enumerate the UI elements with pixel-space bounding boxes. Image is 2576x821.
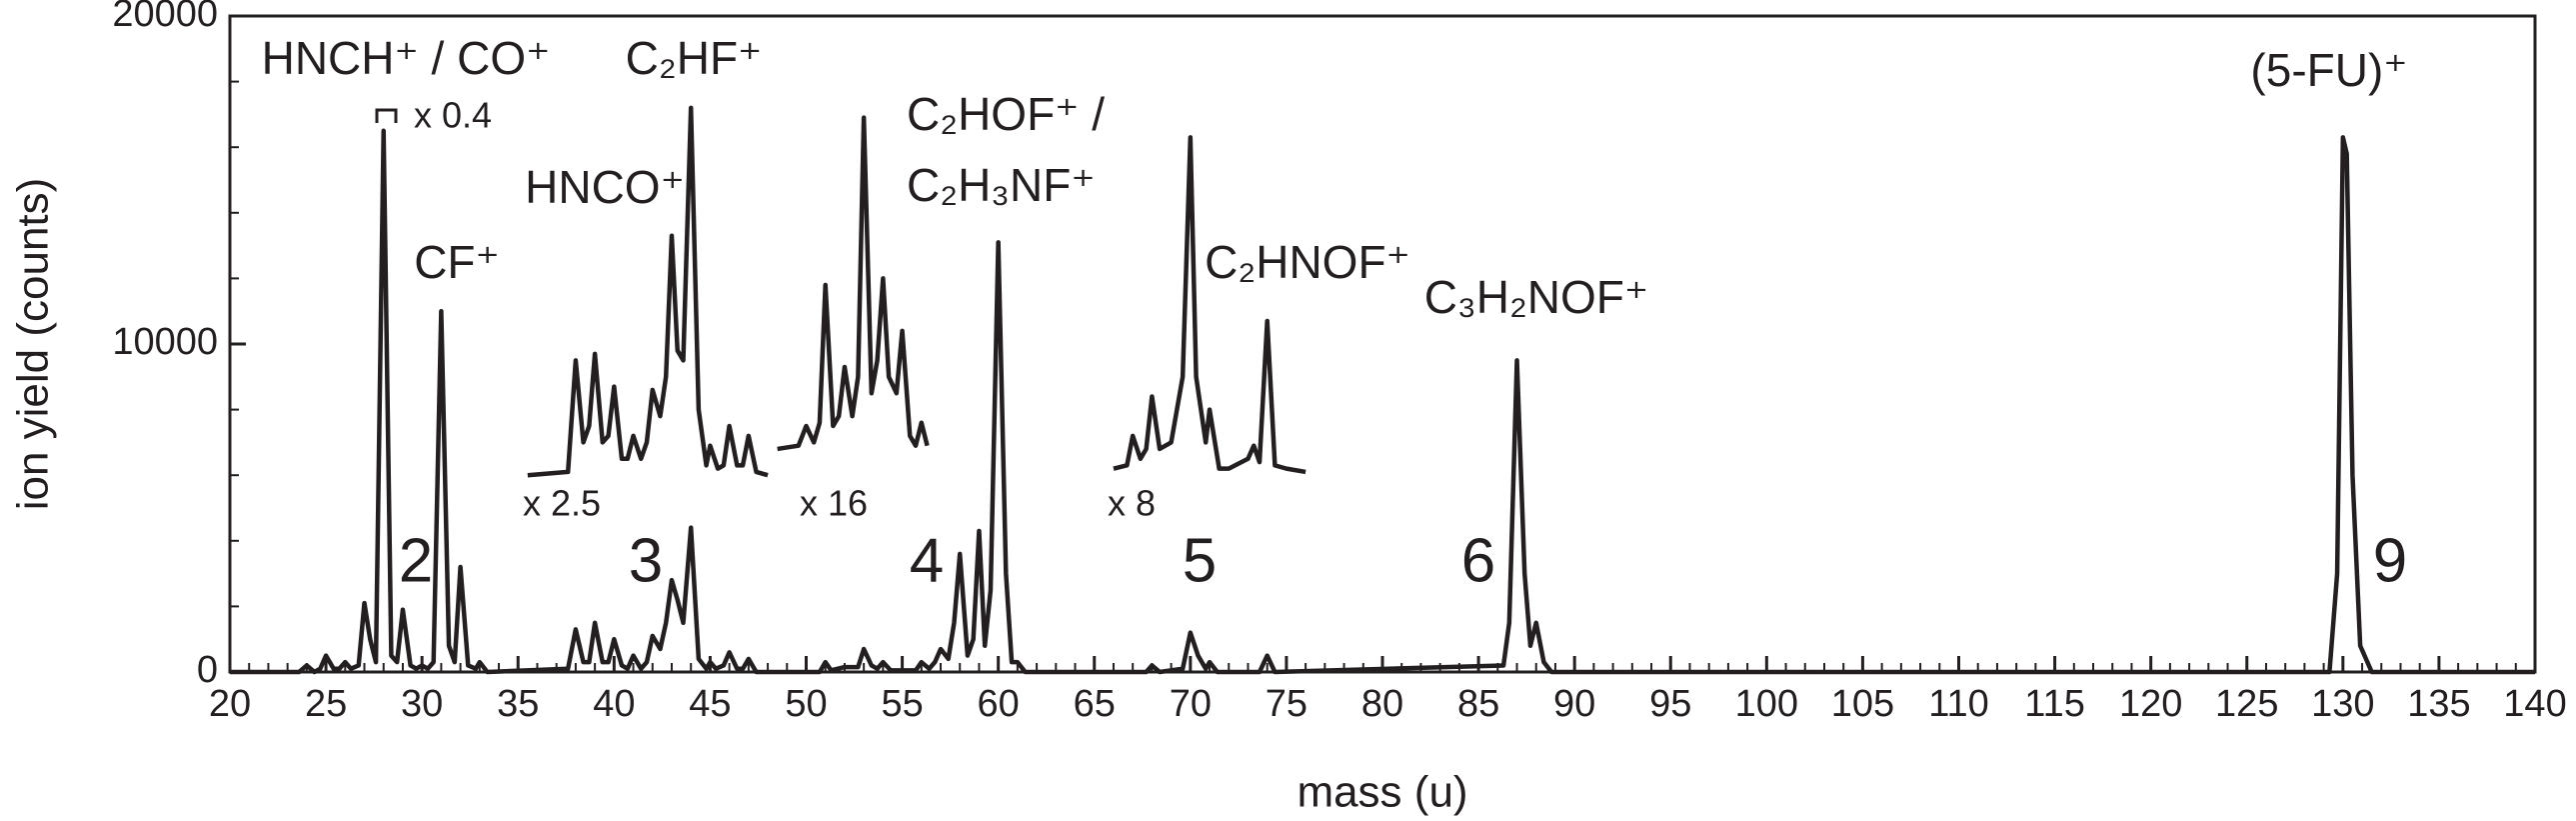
annotation: C₂HF⁺ [626, 32, 763, 84]
x-tick-label: 95 [1649, 683, 1691, 725]
x-tick-label: 140 [2503, 683, 2566, 725]
x-tick-label: 70 [1170, 683, 1212, 725]
annotation: C₂HOF⁺ / [907, 88, 1105, 140]
x-tick-label: 110 [1928, 683, 1989, 725]
y-tick-label: 20000 [112, 0, 218, 35]
x-tick-label: 25 [305, 683, 347, 725]
annotation: x 8 [1108, 483, 1156, 524]
x-tick-label: 65 [1074, 683, 1116, 725]
spectrum-line [777, 115, 930, 452]
x-tick-label: 130 [2311, 683, 2374, 725]
annotation: x 2.5 [523, 483, 601, 524]
x-tick-label: 40 [593, 683, 635, 725]
x-tick-label: 100 [1735, 683, 1798, 725]
x-axis-title: mass (u) [1296, 768, 1467, 817]
spectrum-line [1113, 135, 1306, 475]
spectrum-line [230, 128, 2535, 675]
x-tick-label: 115 [2024, 683, 2085, 725]
x-tick-label: 105 [1831, 683, 1894, 725]
annotation: x 16 [800, 483, 868, 524]
annotation: 9 [2373, 526, 2407, 595]
y-axis-title: ion yield (counts) [9, 178, 58, 511]
x-tick-label: 80 [1361, 683, 1403, 725]
annotation: C₃H₂NOF⁺ [1424, 271, 1648, 323]
annotation: 2 [399, 526, 433, 595]
plot-frame [228, 14, 2537, 674]
annotation: 4 [910, 526, 944, 595]
annotation: x 0.4 [414, 95, 492, 136]
y-tick-label: 0 [197, 649, 218, 691]
annotation: 5 [1183, 526, 1217, 595]
x-tick-label: 120 [2119, 683, 2182, 725]
bracket [375, 108, 398, 123]
x-tick-label: 45 [689, 683, 731, 725]
x-tick-label: 75 [1266, 683, 1307, 725]
x-tick-label: 60 [978, 683, 1020, 725]
x-tick-label: 85 [1457, 683, 1499, 725]
y-tick-label: 10000 [112, 321, 218, 363]
x-tick-label: 135 [2407, 683, 2470, 725]
x-tick-label: 50 [785, 683, 827, 725]
annotation: 3 [629, 526, 663, 595]
x-tick-label: 30 [401, 683, 443, 725]
annotation: CF⁺ [414, 236, 500, 288]
annotation: HNCH⁺ / CO⁺ [262, 32, 551, 84]
x-tick-label: 35 [497, 683, 539, 725]
annotation: HNCO⁺ [525, 161, 685, 213]
annotation: C₂H₃NF⁺ [907, 159, 1096, 211]
x-tick-label: 90 [1553, 683, 1595, 725]
x-tick-label: 125 [2215, 683, 2278, 725]
spectrum-line [527, 105, 769, 478]
annotation: (5-FU)⁺ [2250, 44, 2407, 96]
annotation: C₂HNOF⁺ [1205, 236, 1410, 288]
x-tick-label: 20 [209, 683, 251, 725]
annotation: 6 [1461, 526, 1495, 595]
x-tick-label: 55 [881, 683, 923, 725]
